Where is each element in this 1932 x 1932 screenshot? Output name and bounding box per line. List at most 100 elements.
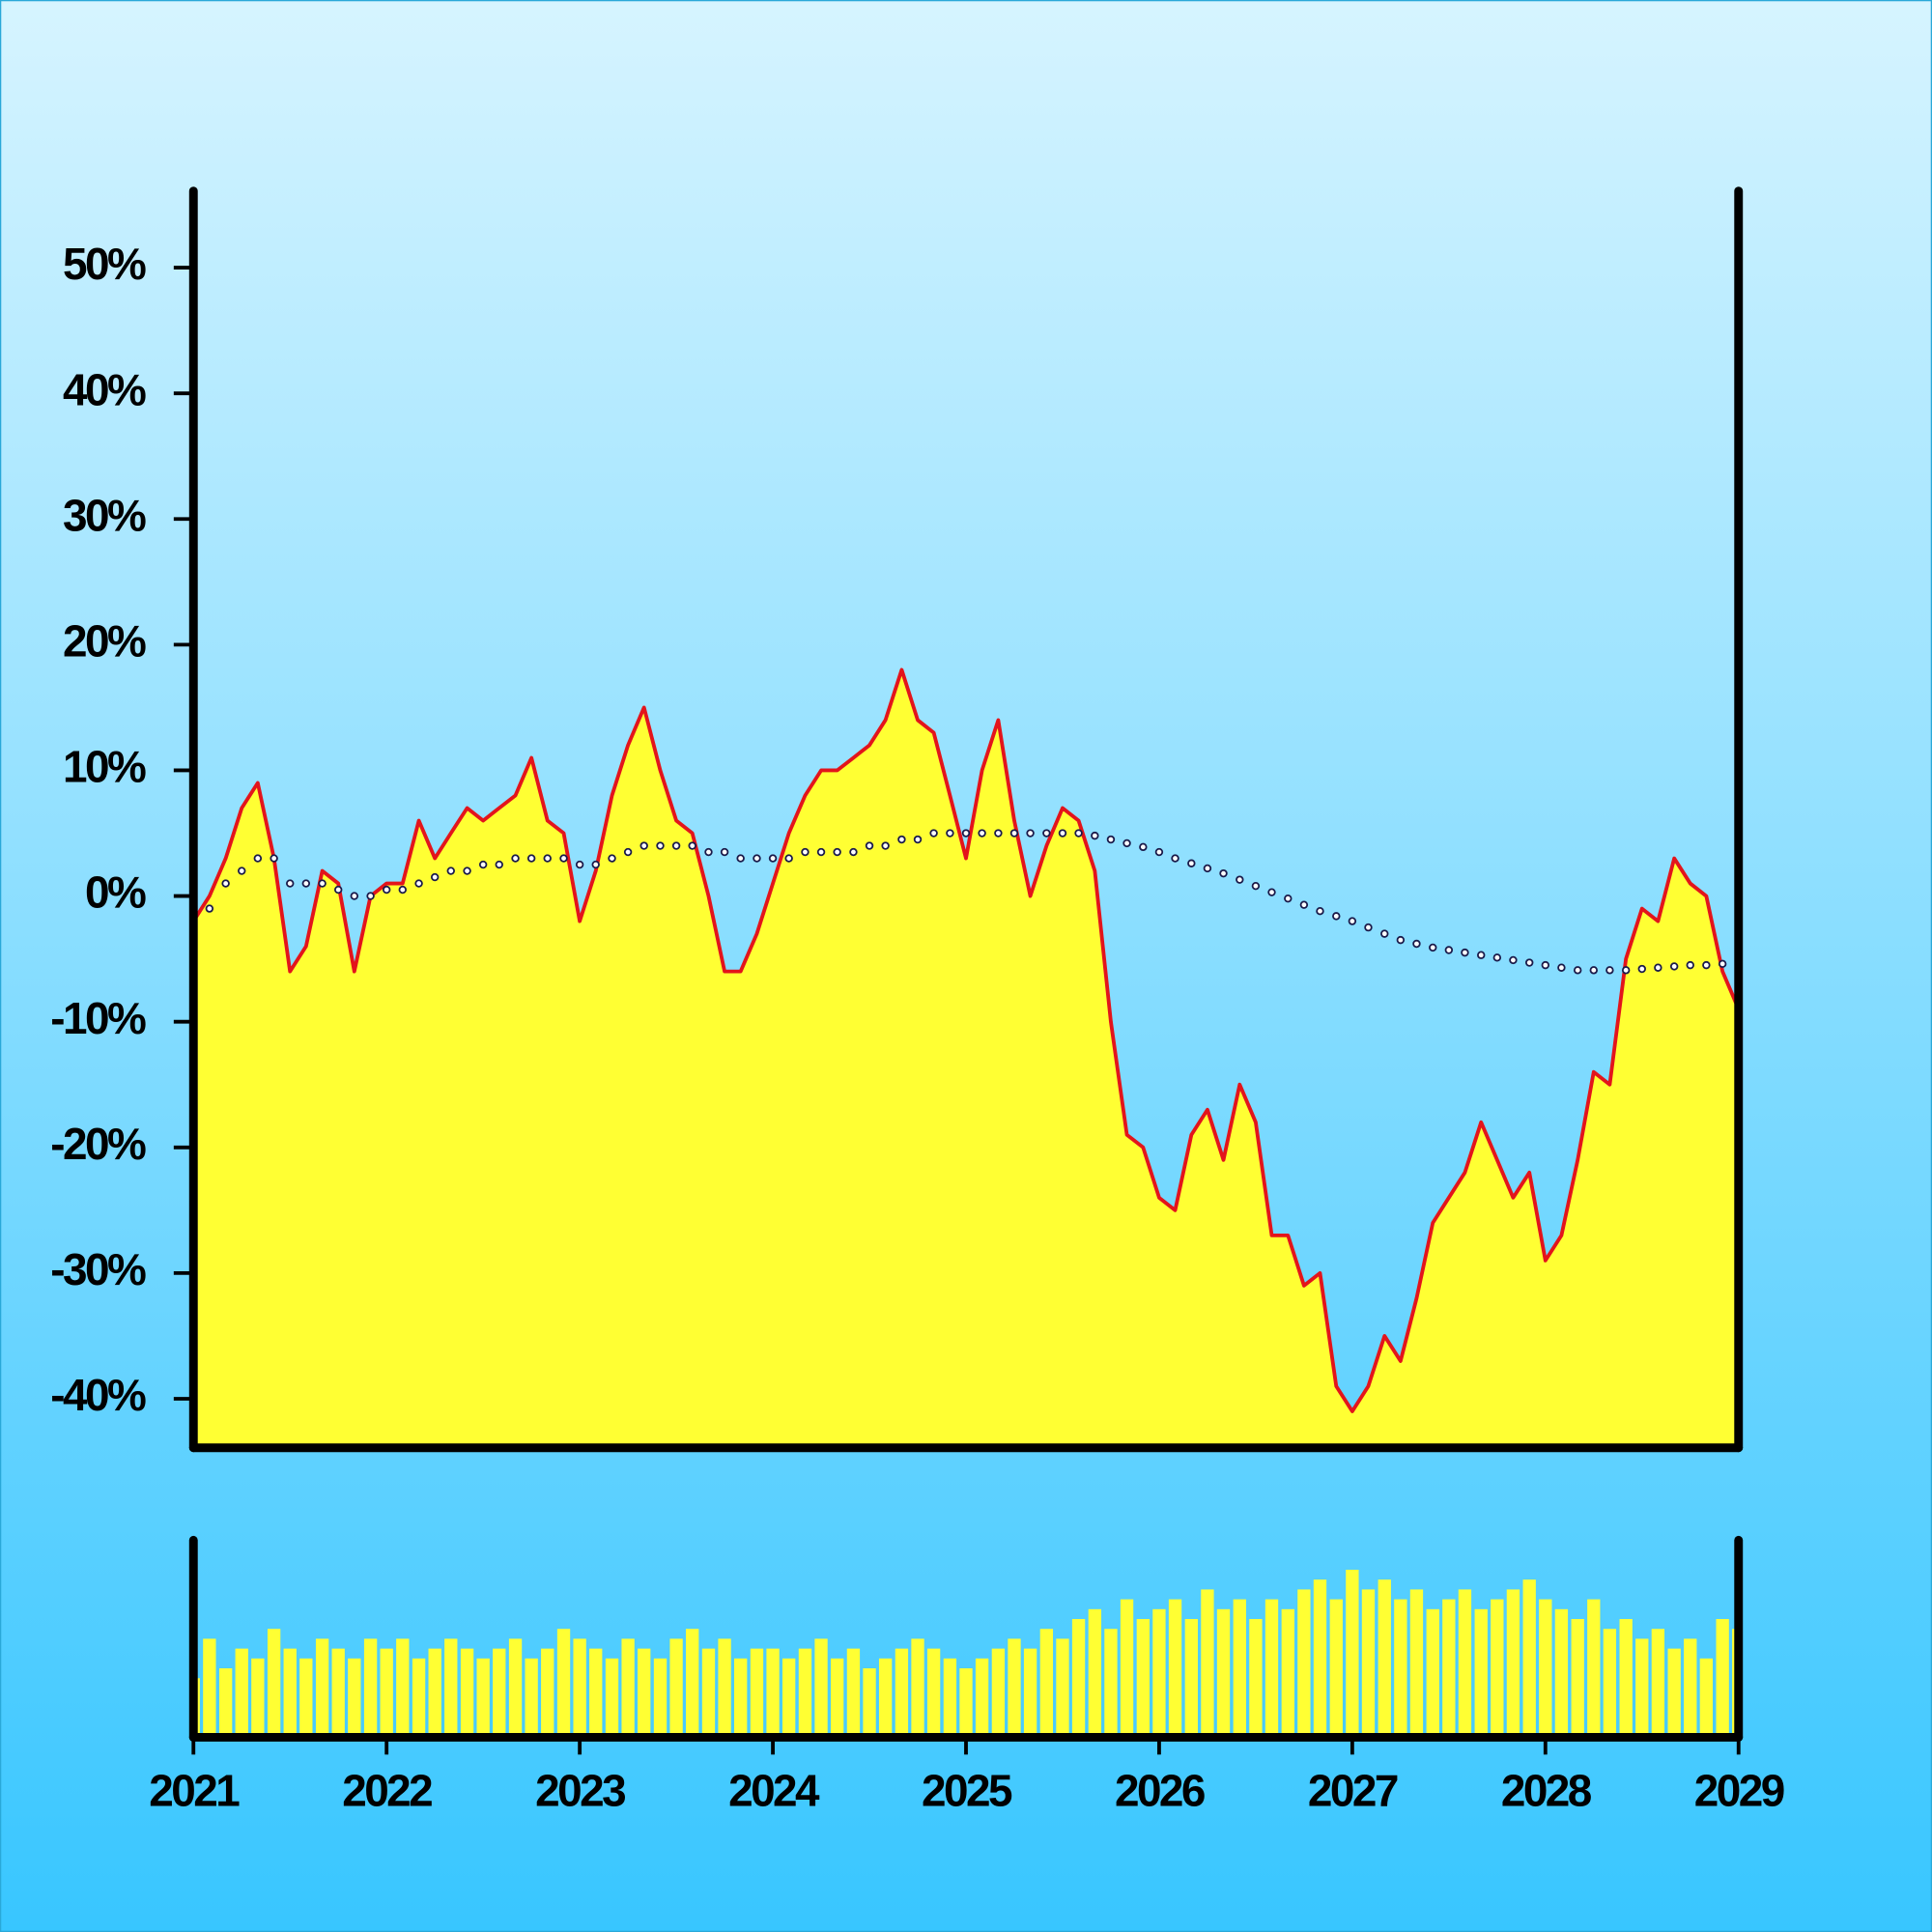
volume-bar	[1506, 1589, 1520, 1738]
moving-average-dot	[301, 879, 311, 888]
moving-average-dot	[1621, 966, 1631, 975]
moving-average-dot	[221, 879, 230, 888]
volume-bar	[878, 1658, 893, 1738]
y-tick-label: 40%	[63, 364, 146, 414]
x-tick-label: 2021	[149, 1765, 240, 1815]
volume-bar	[846, 1648, 861, 1738]
volume-bar	[396, 1638, 410, 1738]
moving-average-dot	[1219, 868, 1228, 878]
moving-average-dot	[608, 854, 616, 863]
volume-bar	[605, 1658, 619, 1738]
moving-average-dot	[238, 867, 246, 875]
moving-average-dot	[994, 829, 1003, 838]
volume-bar	[991, 1648, 1006, 1738]
area	[193, 669, 1739, 1448]
volume-bar	[686, 1629, 699, 1738]
volume-bar	[299, 1658, 313, 1738]
volume-bar	[975, 1658, 989, 1738]
moving-average-dot	[1203, 864, 1212, 873]
moving-average-dot	[784, 854, 793, 863]
volume-bar	[589, 1648, 603, 1738]
moving-average-dot	[801, 847, 810, 857]
moving-average-dot	[623, 847, 633, 857]
moving-average-dot	[881, 841, 890, 850]
moving-average-dot	[1637, 964, 1646, 974]
moving-average-dot	[1654, 963, 1662, 972]
volume-bar	[476, 1658, 490, 1738]
volume-bar	[1297, 1589, 1311, 1738]
moving-average-dot	[526, 854, 536, 863]
moving-average-dot	[1477, 951, 1486, 959]
volume-bar	[444, 1638, 458, 1738]
moving-average-dot	[1106, 835, 1116, 844]
volume-bar	[1554, 1608, 1569, 1738]
moving-average-dot	[1525, 958, 1534, 967]
moving-average-dot	[720, 847, 729, 857]
moving-average-dot	[1154, 847, 1164, 857]
moving-average-dot	[414, 879, 423, 888]
volume-bar	[1442, 1599, 1456, 1738]
moving-average-dot	[559, 854, 568, 863]
moving-average-dot	[1139, 842, 1148, 852]
moving-average-dot	[639, 841, 648, 850]
volume-bar	[573, 1638, 586, 1738]
moving-average-dot	[1009, 829, 1019, 838]
moving-average-dot	[463, 867, 471, 875]
volume-bar	[1184, 1619, 1198, 1738]
volume-bar	[911, 1638, 924, 1738]
moving-average-dot	[688, 841, 696, 850]
x-tick-label: 2025	[922, 1765, 1012, 1815]
y-tick-label: -10%	[50, 993, 146, 1043]
volume-bar	[1008, 1638, 1021, 1738]
x-tick-label: 2028	[1501, 1765, 1592, 1815]
volume-bar	[621, 1638, 635, 1738]
volume-bar	[412, 1658, 426, 1738]
moving-average-dot	[736, 854, 745, 863]
moving-average-dot	[1492, 953, 1502, 962]
volume-bar	[1667, 1648, 1681, 1738]
moving-average-dot	[1557, 963, 1566, 972]
volume-bar	[750, 1648, 764, 1738]
moving-average-dot	[446, 867, 455, 875]
volume-bar	[1056, 1638, 1069, 1738]
moving-average-dot	[1589, 966, 1599, 975]
volume-bar	[1201, 1589, 1214, 1738]
moving-average-dot	[961, 829, 971, 838]
moving-average-dot	[1686, 960, 1694, 970]
volume-bar	[331, 1648, 345, 1738]
moving-average-dot	[1332, 912, 1341, 921]
volume-bar	[943, 1658, 957, 1738]
volume-bar	[1571, 1619, 1584, 1738]
moving-average-dot	[478, 860, 488, 869]
moving-average-dot	[350, 892, 359, 900]
volume-bar	[348, 1658, 361, 1738]
moving-average-dot	[1074, 829, 1083, 838]
moving-average-dot	[398, 885, 407, 895]
volume-bar	[203, 1638, 216, 1738]
moving-average-dot	[1171, 854, 1179, 863]
volume-bar	[1152, 1608, 1166, 1738]
moving-average-dot	[1091, 831, 1099, 840]
volume-bar	[235, 1648, 248, 1738]
x-tick-label: 2027	[1308, 1765, 1398, 1815]
moving-average-dot	[913, 835, 923, 844]
volume-bar	[1635, 1638, 1649, 1738]
moving-average-dot	[270, 854, 278, 863]
moving-average-dot	[1267, 888, 1276, 896]
moving-average-dot	[1348, 917, 1357, 925]
moving-average-dot	[671, 841, 681, 850]
moving-average-dot	[656, 841, 665, 850]
volume-bar	[1378, 1579, 1391, 1738]
volume-bar	[1136, 1619, 1151, 1738]
volume-bar	[1104, 1629, 1118, 1738]
moving-average-dot	[833, 847, 841, 857]
volume-bar	[1716, 1619, 1729, 1738]
x-tick-label: 2022	[342, 1765, 432, 1815]
volume-bar	[1539, 1599, 1552, 1738]
y-tick-label: 20%	[63, 615, 146, 666]
x-tick-label: 2023	[535, 1765, 625, 1815]
y-tick-label: 30%	[63, 490, 146, 540]
moving-average-dot	[1461, 948, 1469, 957]
volume-bar	[1603, 1629, 1617, 1738]
volume-bar	[701, 1648, 716, 1738]
